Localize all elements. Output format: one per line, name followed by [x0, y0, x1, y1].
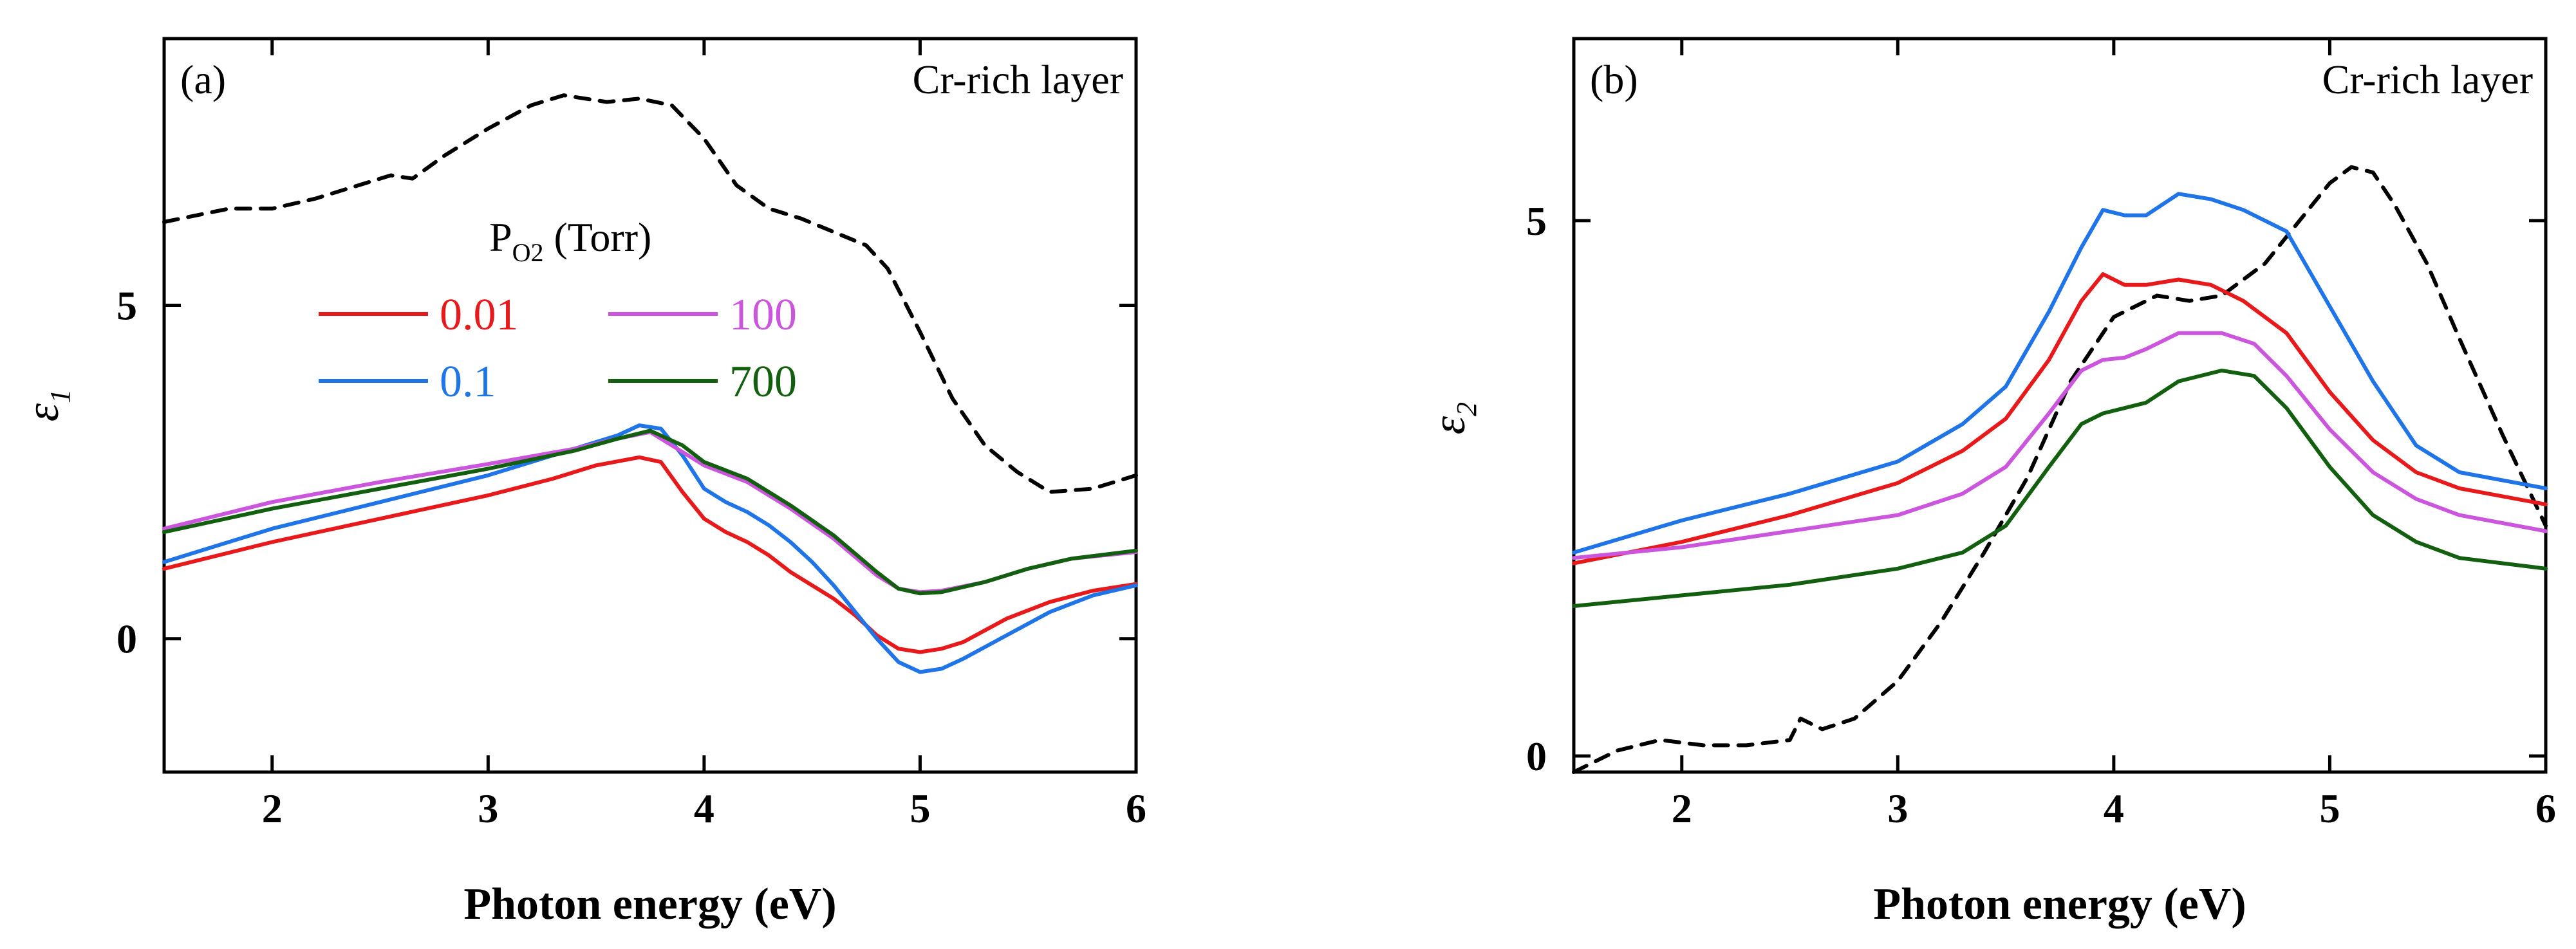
panel-b-x-tick-label: 4 — [2104, 786, 2124, 831]
panel-b-x-tick-label: 3 — [1887, 786, 1908, 831]
panel-b-series-0.01 — [1572, 272, 2548, 566]
legend-title: PO2 (Torr) — [489, 214, 651, 267]
panel-b-series-100 — [1572, 331, 2548, 560]
panel-b-y-tick-label: 5 — [1526, 198, 1547, 244]
panel-a-y-axis-subscript: 1 — [44, 389, 76, 403]
panel-b-series — [1572, 165, 2548, 774]
legend-label-0.01: 0.01 — [440, 290, 519, 340]
panel-a-x-axis-title: Photon energy (eV) — [463, 880, 836, 929]
panel-a-corner-label: Cr-rich layer — [913, 57, 1123, 102]
legend-label-0.1: 0.1 — [440, 357, 496, 407]
panel-a-y-axis-symbol: ε — [17, 403, 68, 421]
panel-b-series-700 — [1572, 368, 2548, 608]
panel-b-y-axis-symbol: ε — [1423, 416, 1475, 434]
panel-a-x-tick-label: 4 — [694, 786, 714, 831]
panel-b-series-0.1 — [1572, 192, 2548, 555]
legend-title-unit: (Torr) — [543, 214, 651, 260]
panel-b-y-axis-title: ε2 — [1423, 402, 1482, 434]
panel-a-series-700 — [162, 428, 1138, 596]
panel-a-label: (a) — [180, 57, 226, 102]
legend: PO2 (Torr) 0.01 100 0.1 700 — [319, 214, 797, 407]
panel-b-y-tick-label: 0 — [1526, 733, 1547, 779]
panel-a-y-tick-label: 0 — [117, 616, 137, 662]
panel-b-x-tick-label: 6 — [2535, 786, 2556, 831]
panel-b-y-axis-subscript: 2 — [1451, 402, 1482, 416]
panel-b-ticks: 2 3 4 5 6 0 5 — [1526, 39, 2556, 831]
legend-title-symbol: P — [489, 214, 512, 260]
panel-a-ticks: 2 3 4 5 6 0 5 — [117, 39, 1146, 831]
panel-b-x-axis-title: Photon energy (eV) — [1873, 880, 2246, 929]
panel-b-corner-label: Cr-rich layer — [2322, 57, 2533, 102]
panel-a-frame — [162, 37, 1138, 774]
panel-a-x-tick-label: 2 — [262, 786, 283, 831]
legend-title-subscript: O2 — [512, 238, 544, 267]
panel-b-x-tick-label: 2 — [1672, 786, 1692, 831]
panel-b: 2 3 4 5 6 0 5 (b) Cr-rich layer Photon energy … — [1423, 37, 2556, 929]
panel-a: 2 3 4 5 6 0 5 (a) Cr-rich layer Photon energy … — [17, 37, 1146, 929]
panel-b-frame — [1572, 37, 2548, 774]
panel-a-x-tick-label: 6 — [1126, 786, 1146, 831]
panel-a-x-tick-label: 3 — [478, 786, 498, 831]
legend-label-100: 100 — [729, 290, 797, 340]
panel-a-y-tick-label: 5 — [117, 283, 137, 329]
legend-label-700: 700 — [729, 357, 797, 407]
panel-a-series — [162, 93, 1138, 674]
panel-a-y-axis-title: ε1 — [17, 389, 76, 421]
panel-b-series-reference — [1572, 165, 2548, 774]
panel-a-series-0.01 — [162, 455, 1138, 654]
panel-b-x-tick-label: 5 — [2319, 786, 2340, 831]
panel-a-x-tick-label: 5 — [910, 786, 930, 831]
panel-b-label: (b) — [1590, 57, 1638, 102]
panel-a-series-reference — [162, 93, 1138, 494]
